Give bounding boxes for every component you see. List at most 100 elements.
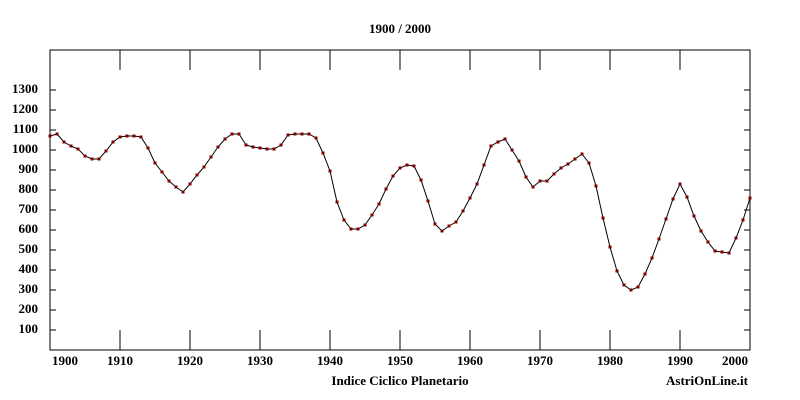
data-point [566, 162, 570, 166]
data-point [699, 229, 703, 233]
x-tick-label: 1970 [527, 353, 553, 368]
data-point [321, 151, 325, 155]
data-point [314, 136, 318, 140]
data-point [153, 161, 157, 165]
data-point [258, 146, 262, 150]
data-point [671, 197, 675, 201]
data-point [496, 140, 500, 144]
y-tick-label: 100 [19, 321, 39, 336]
data-point [475, 182, 479, 186]
y-tick-label: 400 [19, 261, 39, 276]
data-point [622, 283, 626, 287]
data-point [391, 174, 395, 178]
data-point [552, 172, 556, 176]
data-point [363, 223, 367, 227]
data-point [419, 178, 423, 182]
data-point [601, 216, 605, 220]
data-point [657, 237, 661, 241]
data-point [209, 155, 213, 159]
x-axis-label: Indice Ciclico Planetario [331, 373, 468, 388]
data-point [447, 224, 451, 228]
annotation: AstriOnLine.it [666, 373, 749, 388]
data-point [433, 222, 437, 226]
data-point [580, 152, 584, 156]
y-tick-label: 800 [19, 181, 39, 196]
data-point [692, 214, 696, 218]
data-point [132, 134, 136, 138]
data-point [741, 218, 745, 222]
data-point [664, 217, 668, 221]
data-point [629, 288, 633, 292]
data-point [160, 170, 164, 174]
data-point [230, 132, 234, 136]
data-point [69, 144, 73, 148]
data-point [370, 213, 374, 217]
data-point [398, 166, 402, 170]
data-point [636, 285, 640, 289]
data-point [188, 182, 192, 186]
data-point [461, 209, 465, 213]
data-point [167, 179, 171, 183]
y-tick-label: 500 [19, 241, 39, 256]
x-tick-label: 1960 [457, 353, 483, 368]
data-point [678, 182, 682, 186]
data-point [510, 148, 514, 152]
data-point [489, 144, 493, 148]
data-point [643, 272, 647, 276]
data-point [685, 195, 689, 199]
data-point [237, 132, 241, 136]
data-point [349, 227, 353, 231]
y-tick-label: 900 [19, 161, 39, 176]
data-point [748, 196, 752, 200]
data-point [181, 190, 185, 194]
data-point [356, 227, 360, 231]
data-point [426, 199, 430, 203]
y-tick-label: 600 [19, 221, 39, 236]
data-point [265, 147, 269, 151]
x-tick-label: 1900 [52, 353, 78, 368]
data-point [272, 147, 276, 151]
data-point [279, 143, 283, 147]
y-tick-label: 1100 [13, 121, 38, 136]
data-point [195, 173, 199, 177]
data-point [139, 135, 143, 139]
data-point [90, 157, 94, 161]
data-point [454, 220, 458, 224]
data-point [608, 245, 612, 249]
data-point [286, 133, 290, 137]
data-point [594, 184, 598, 188]
data-point [76, 147, 80, 151]
data-point [615, 269, 619, 273]
y-tick-label: 300 [19, 281, 39, 296]
data-point [531, 185, 535, 189]
x-tick-label: 1910 [107, 353, 133, 368]
data-point [412, 164, 416, 168]
data-point [174, 185, 178, 189]
data-point [104, 149, 108, 153]
data-point [503, 137, 507, 141]
data-point [55, 132, 59, 136]
data-point [482, 163, 486, 167]
x-tick-label: 2000 [722, 353, 748, 368]
data-point [118, 135, 122, 139]
x-tick-label: 1940 [317, 353, 343, 368]
data-point [538, 179, 542, 183]
x-tick-label: 1950 [387, 353, 413, 368]
y-tick-label: 1200 [12, 101, 38, 116]
data-point [734, 236, 738, 240]
data-point [307, 132, 311, 136]
data-point [573, 157, 577, 161]
data-point [342, 218, 346, 222]
data-point [202, 165, 206, 169]
data-point [300, 132, 304, 136]
data-point [517, 159, 521, 163]
data-point [146, 146, 150, 150]
data-point [83, 154, 87, 158]
data-point [587, 161, 591, 165]
data-point [706, 240, 710, 244]
data-point [97, 157, 101, 161]
y-tick-label: 1000 [12, 141, 38, 156]
data-point [223, 137, 227, 141]
y-tick-label: 200 [19, 301, 39, 316]
